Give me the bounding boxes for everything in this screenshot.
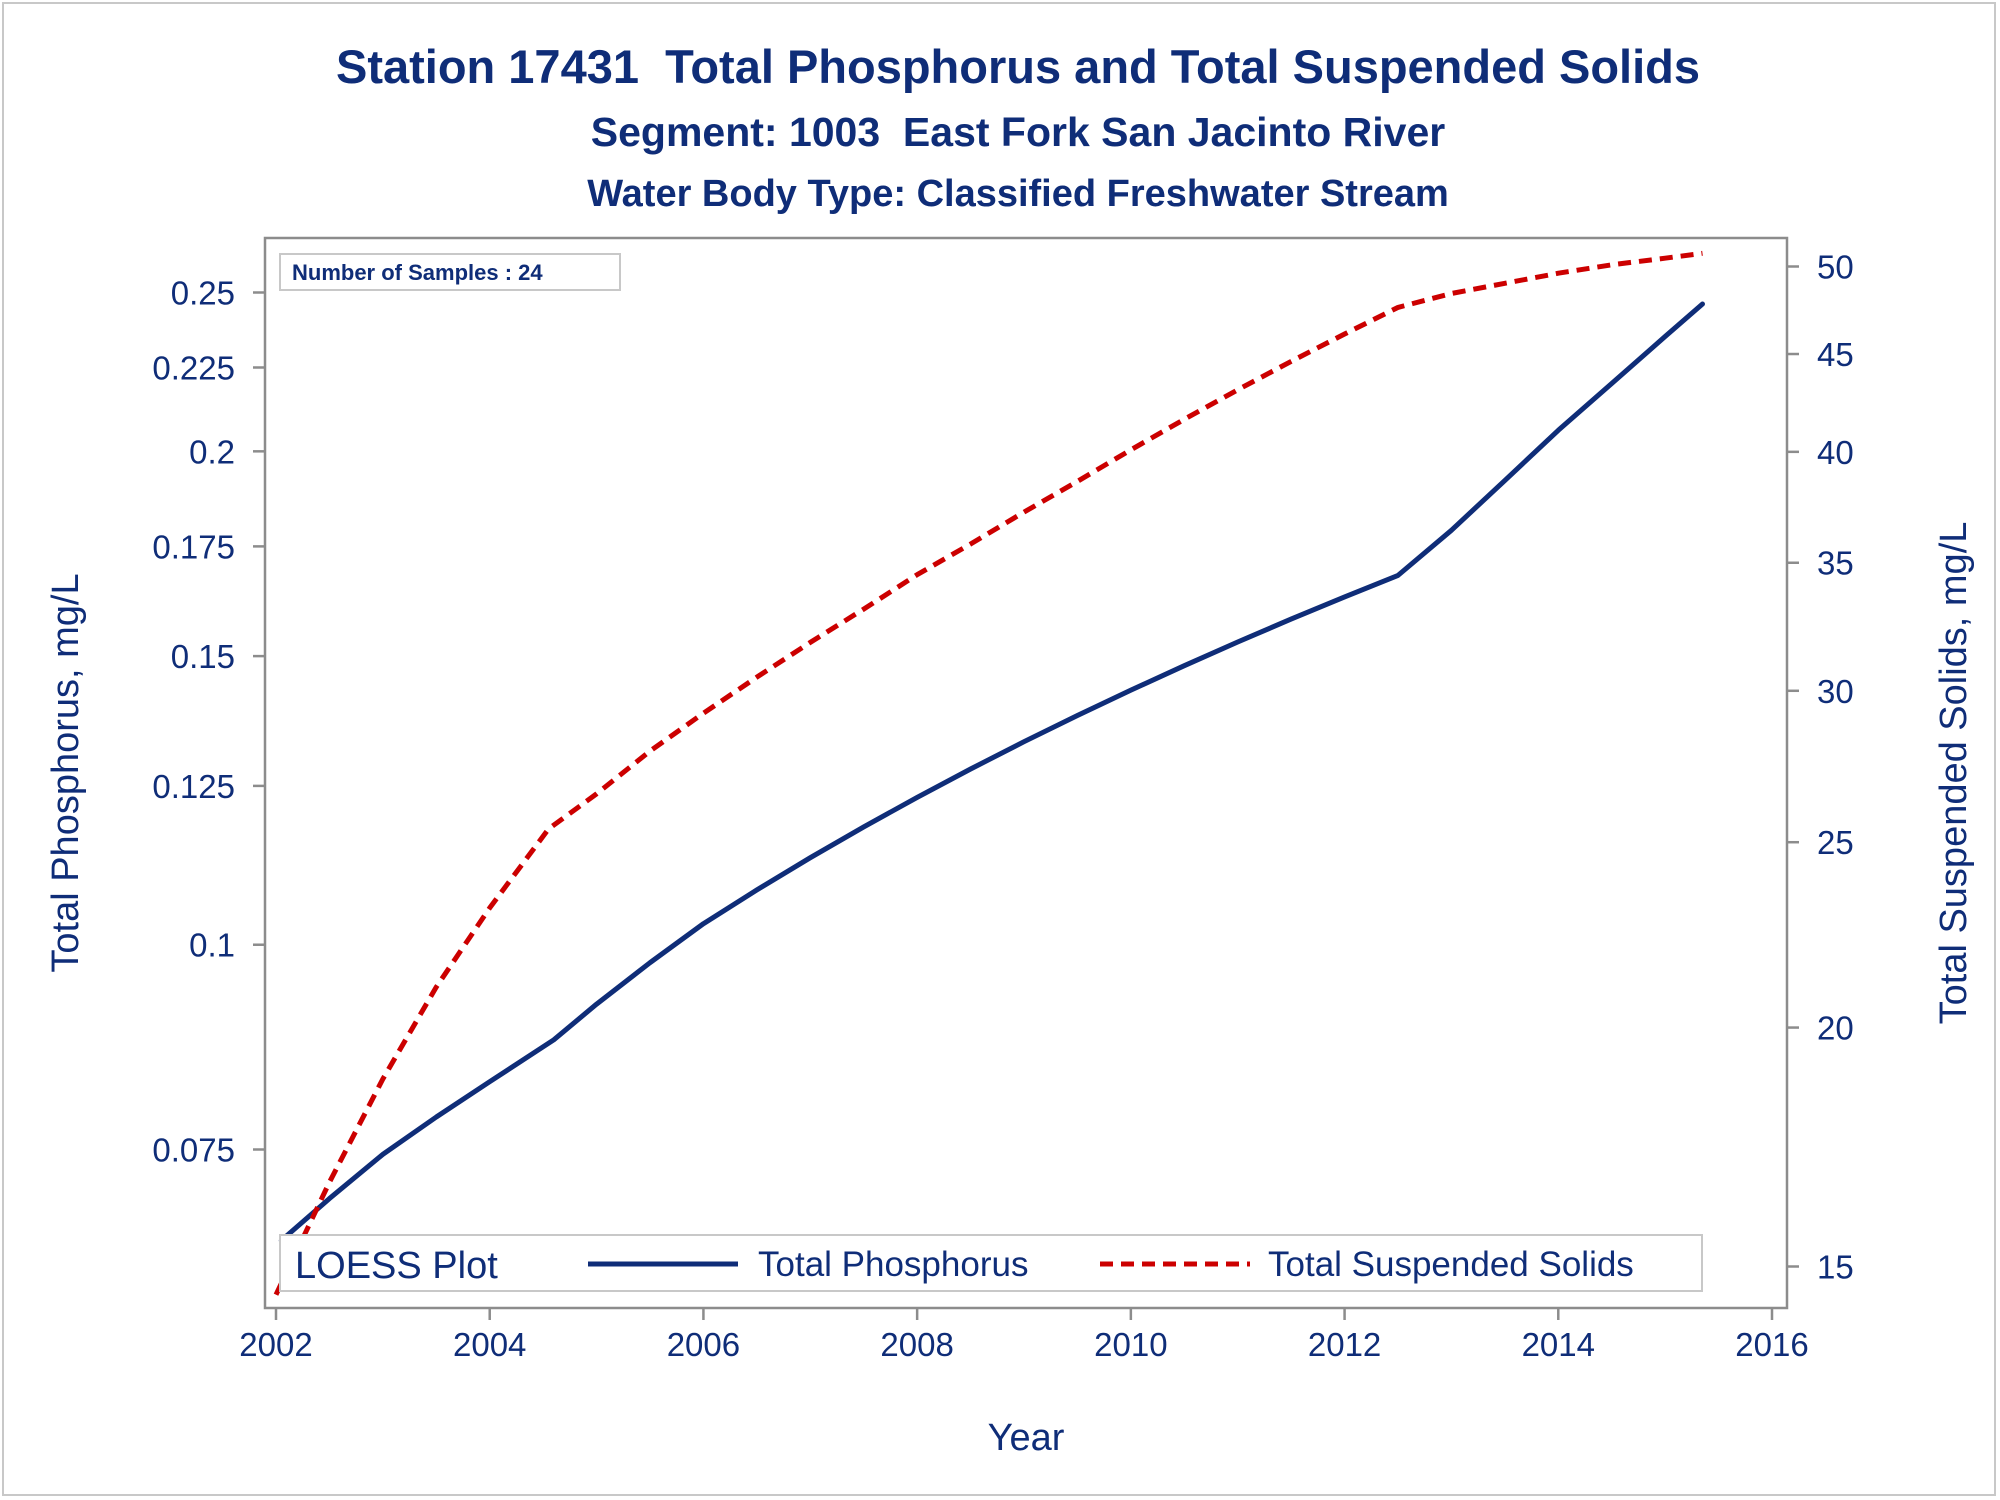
y-axis-right-label: Total Suspended Solids, mg/L: [1933, 522, 1975, 1025]
y-tick-label: 0.175: [152, 528, 235, 565]
y-tick-label: 0.1: [189, 927, 235, 964]
y-axis-left-label: Total Phosphorus, mg/L: [45, 573, 87, 972]
x-tick-label: 2002: [239, 1326, 312, 1363]
y-axis-right: 15 20 25 30 35 40 45 50: [1787, 249, 1854, 1286]
chart-title: Station 17431 Total Phosphorus and Total…: [336, 40, 1700, 93]
legend: LOESS Plot Total Phosphorus Total Suspen…: [279, 1234, 1703, 1292]
sample-count-box: Number of Samples : 24: [279, 253, 621, 291]
y2-tick-label: 50: [1817, 249, 1854, 286]
y-tick-label: 0.2: [189, 433, 235, 470]
legend-label-tss: Total Suspended Solids: [1268, 1245, 1634, 1284]
x-tick-label: 2004: [453, 1326, 526, 1363]
legend-title: LOESS Plot: [295, 1245, 498, 1287]
y-axis-left: 0.075 0.1 0.125 0.15 0.175 0.2 0.225 0.25: [152, 275, 265, 1169]
x-tick-label: 2010: [1094, 1326, 1167, 1363]
sample-count-label: Number of Samples : 24: [292, 260, 543, 285]
x-tick-label: 2006: [667, 1326, 740, 1363]
x-tick-label: 2014: [1522, 1326, 1595, 1363]
y-tick-label: 0.15: [171, 638, 235, 675]
x-axis: 2002 2004 2006 2008 2010 2012 2014 2016: [239, 1308, 1809, 1363]
y2-tick-label: 15: [1817, 1249, 1854, 1286]
y2-tick-label: 45: [1817, 336, 1854, 373]
y2-tick-label: 25: [1817, 824, 1854, 861]
y2-tick-label: 20: [1817, 1010, 1854, 1047]
y-tick-label: 0.225: [152, 349, 235, 386]
legend-label-phosphorus: Total Phosphorus: [758, 1245, 1028, 1284]
y2-tick-label: 35: [1817, 545, 1854, 582]
chart-subtitle-2: Water Body Type: Classified Freshwater S…: [587, 173, 1449, 215]
y2-tick-label: 30: [1817, 673, 1854, 710]
series-line-phosphorus: [278, 301, 1705, 1243]
series-layer: [273, 250, 1705, 1296]
y-tick-label: 0.075: [152, 1132, 235, 1169]
x-axis-label: Year: [988, 1417, 1065, 1459]
series-line-tss: [273, 250, 1703, 1296]
x-tick-label: 2016: [1735, 1326, 1808, 1363]
y2-tick-label: 40: [1817, 434, 1854, 471]
y-tick-label: 0.125: [152, 768, 235, 805]
plot-area: [263, 236, 1789, 1310]
x-tick-label: 2008: [880, 1326, 953, 1363]
x-tick-label: 2012: [1308, 1326, 1381, 1363]
chart-subtitle: Segment: 1003 East Fork San Jacinto Rive…: [591, 109, 1446, 155]
y-tick-label: 0.25: [171, 275, 235, 312]
